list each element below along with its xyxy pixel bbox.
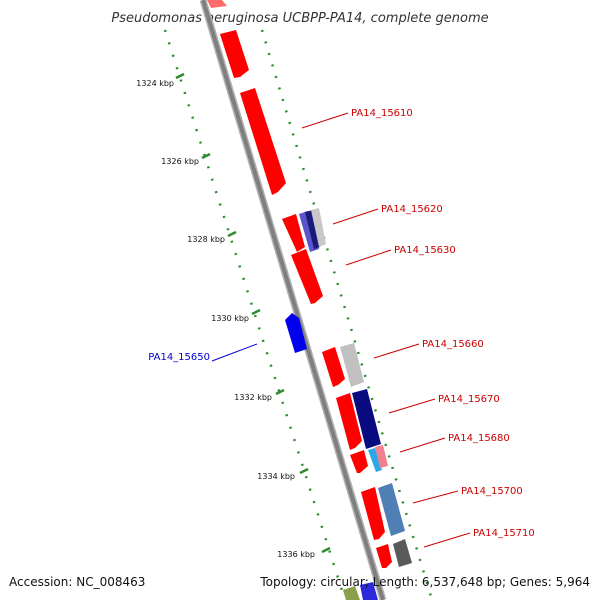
gene-label-pa14-15680[interactable]: PA14_15680 (448, 433, 510, 444)
gene-feature (360, 582, 378, 600)
tick-label: 1336 kbp (277, 550, 315, 559)
gene-label-pa14-15650[interactable]: PA14_15650 (148, 352, 210, 363)
gene-feature (285, 313, 307, 353)
gene-label-pa14-15660[interactable]: PA14_15660 (422, 339, 484, 350)
ruler-ticks (175, 72, 331, 554)
gene-label-pa14-15610[interactable]: PA14_15610 (351, 108, 413, 119)
gene-feature (343, 586, 360, 600)
gene-label-pa14-15620[interactable]: PA14_15620 (381, 204, 443, 215)
gene-feature (375, 445, 388, 468)
map-title: Pseudomonas aeruginosa UCBPP-PA14, compl… (111, 11, 488, 26)
leader-lines (211, 112, 471, 548)
gene-feature (340, 343, 364, 387)
gene-feature (282, 214, 305, 252)
backbone (201, 0, 385, 600)
tick-label: 1324 kbp (136, 79, 174, 88)
gene-feature (376, 544, 392, 568)
gene-feature (305, 210, 320, 249)
forward-genes (207, 0, 392, 568)
gene-feature (378, 483, 405, 536)
gene-feature (352, 389, 381, 449)
gene-label-pa14-15700[interactable]: PA14_15700 (461, 486, 523, 497)
gene-feature (322, 347, 345, 387)
gene-feature (220, 30, 249, 78)
accession-text: Accession: NC_008463 (9, 575, 145, 589)
tick-label: 1332 kbp (234, 393, 272, 402)
tick-label: 1328 kbp (187, 235, 225, 244)
gene-label-pa14-15670[interactable]: PA14_15670 (438, 394, 500, 405)
tick-label: 1330 kbp (211, 314, 249, 323)
gene-label-pa14-15630[interactable]: PA14_15630 (394, 245, 456, 256)
genome-summary-text: Topology: circular; Length: 6,537,648 bp… (259, 575, 590, 589)
tick-label: 1326 kbp (161, 157, 199, 166)
gene-feature (393, 539, 412, 567)
gene-feature (291, 249, 323, 304)
outer-track-genes (299, 208, 412, 600)
gene-feature (361, 487, 385, 540)
gene-feature (350, 450, 368, 473)
gene-feature (240, 88, 286, 195)
gene-feature (336, 393, 362, 450)
tick-label: 1334 kbp (257, 472, 295, 481)
gene-feature (207, 0, 227, 8)
gene-feature (368, 448, 382, 472)
gene-label-pa14-15710[interactable]: PA14_15710 (473, 528, 535, 539)
gene-feature (311, 208, 326, 247)
